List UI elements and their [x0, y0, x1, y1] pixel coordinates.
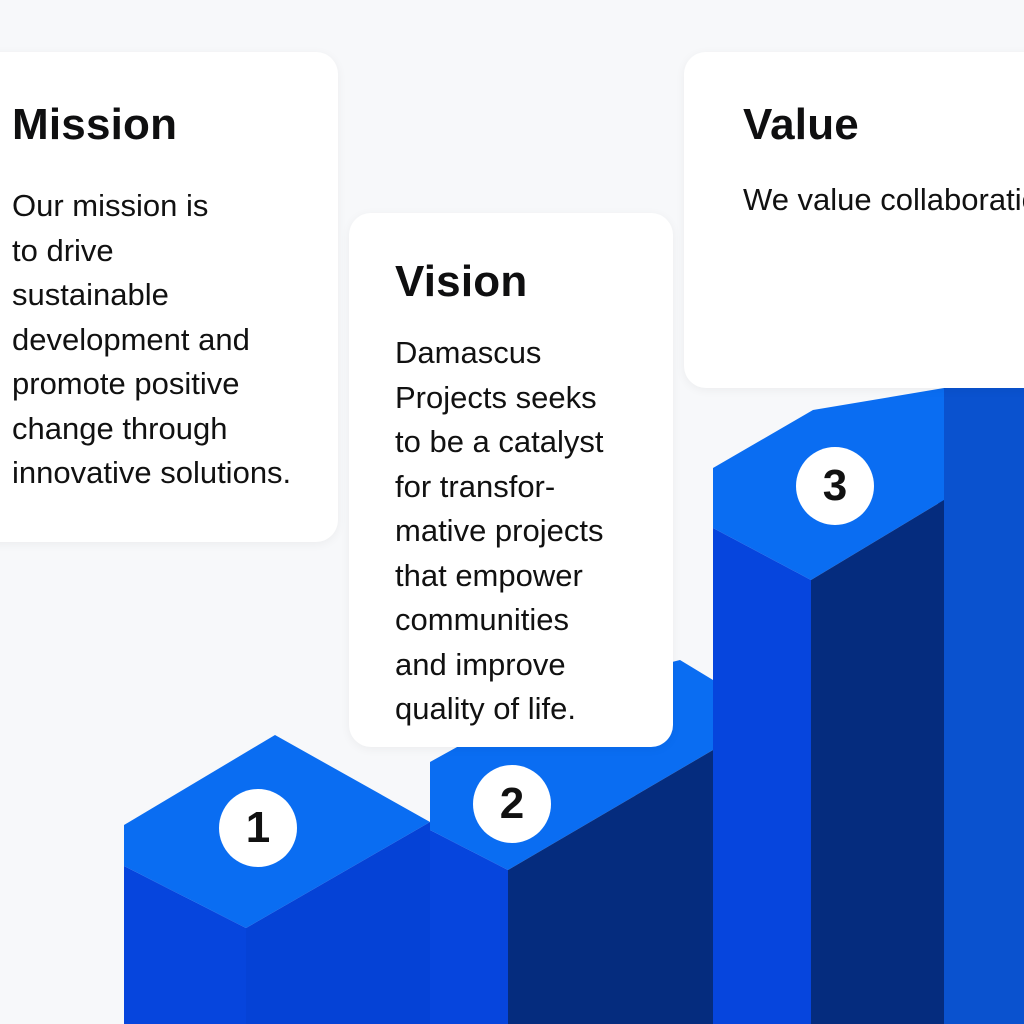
block-1-right-face [246, 822, 430, 1024]
step-1-number-badge: 1 [219, 789, 297, 867]
block-4-face [944, 388, 1024, 1024]
block-2-right-face [508, 750, 713, 1024]
mission-card: Mission Our mission is to drive sustaina… [0, 52, 338, 542]
mission-title: Mission [12, 100, 178, 149]
value-text: We value collaboration, integrity, and i… [743, 182, 1024, 217]
block-3-left-face [713, 528, 811, 1024]
step-3-number-badge: 3 [796, 447, 874, 525]
value-title: Value [743, 100, 859, 149]
block-3-right-face [811, 500, 944, 1024]
vision-card: Vision Damascus Projects seeks to be a c… [349, 213, 673, 747]
vision-title: Vision [395, 257, 528, 306]
block-2-left-face [430, 830, 508, 1024]
step-2-number-badge: 2 [473, 765, 551, 843]
mission-text: Our mission is to drive sustainable deve… [12, 188, 292, 490]
block-1-left-face [124, 866, 246, 1024]
vision-text: Damascus Projects seeks to be a catalyst… [395, 335, 604, 726]
value-card: Value We value collaboration, integrity,… [684, 52, 1024, 388]
